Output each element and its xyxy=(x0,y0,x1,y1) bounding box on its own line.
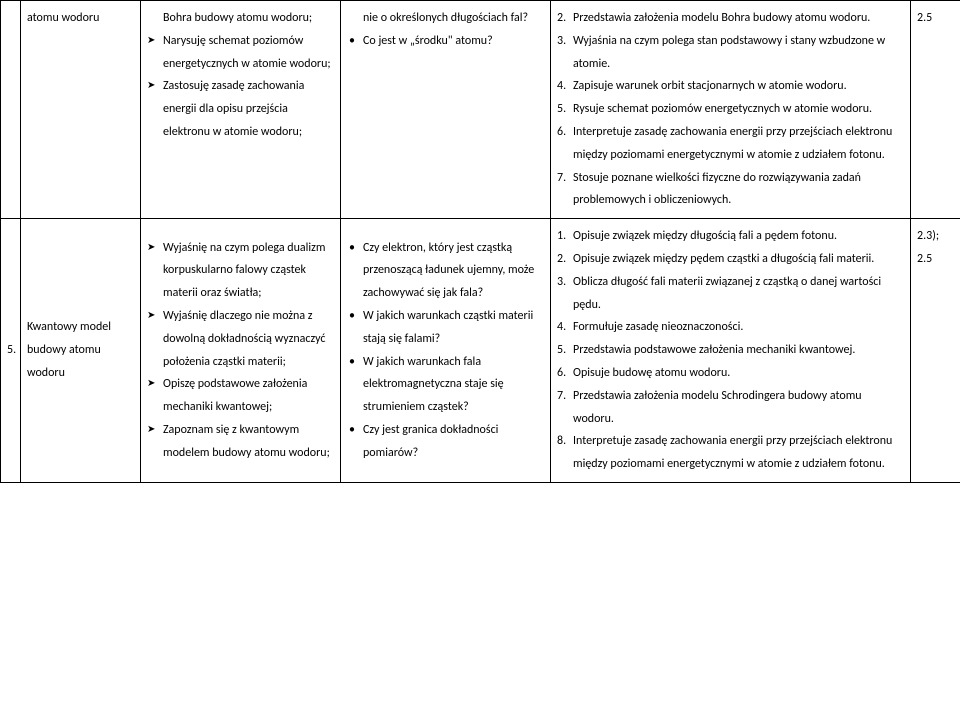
list-item: Czy elektron, który jest cząstką przenos… xyxy=(347,237,544,305)
list-item: 2.Przedstawia założenia modelu Bohra bud… xyxy=(557,7,904,30)
list-item: 4.Formułuje zasadę nieoznaczoności. xyxy=(557,316,904,339)
list-item: 5.Przedstawia podstawowe założenia mecha… xyxy=(557,339,904,362)
list-item: Wyjaśnię dlaczego nie można z dowolną do… xyxy=(147,305,334,373)
list-item: 7.Stosuje poznane wielkości fizyczne do … xyxy=(557,167,904,213)
outcomes-cell: 1.Opisuje związek między długością fali … xyxy=(551,219,911,483)
list-item: Bohra budowy atomu wodoru; xyxy=(147,7,334,30)
list-item: nie o określonych długościach fal? xyxy=(347,7,544,30)
list-item: 5.Rysuje schemat poziomów energetycznych… xyxy=(557,98,904,121)
list-item: 3.Wyjaśnia na czym polega stan podstawow… xyxy=(557,30,904,76)
row-number: 5. xyxy=(1,219,21,483)
topic-cell: Kwantowy model budowy atomu wodoru xyxy=(21,219,141,483)
list-item: Narysuję schemat poziomów energetycznych… xyxy=(147,30,334,76)
table-row: 5. Kwantowy model budowy atomu wodoru Wy… xyxy=(1,219,960,483)
objectives-cell: Wyjaśnię na czym polega dualizm korpusku… xyxy=(141,219,341,483)
list-item: 1.Opisuje związek między długością fali … xyxy=(557,225,904,248)
list-item: W jakich warunkach cząstki materii stają… xyxy=(347,305,544,351)
list-item: Wyjaśnię na czym polega dualizm korpusku… xyxy=(147,237,334,305)
topic-cell: atomu wodoru xyxy=(21,1,141,219)
list-item: 8.Interpretuje zasadę zachowania energii… xyxy=(557,430,904,476)
list-item: Co jest w „środku" atomu? xyxy=(347,30,544,53)
list-item: Czy jest granica dokładności pomiarów? xyxy=(347,419,544,465)
list-item: 2.Opisuje związek między pędem cząstki a… xyxy=(557,248,904,271)
row-number xyxy=(1,1,21,219)
list-item: 6.Interpretuje zasadę zachowania energii… xyxy=(557,121,904,167)
ref-item: 2.3); xyxy=(917,225,954,248)
refs-cell: 2.5 xyxy=(911,1,960,219)
list-item: Zastosuję zasadę zachowania energii dla … xyxy=(147,75,334,143)
list-item: 4.Zapisuje warunek orbit stacjonarnych w… xyxy=(557,75,904,98)
curriculum-table: atomu wodoru Bohra budowy atomu wodoru; … xyxy=(0,0,960,483)
ref-item: 2.5 xyxy=(917,248,954,271)
outcomes-cell: 2.Przedstawia założenia modelu Bohra bud… xyxy=(551,1,911,219)
objectives-cell: Bohra budowy atomu wodoru; Narysuję sche… xyxy=(141,1,341,219)
list-item: 3.Oblicza długość fali materii związanej… xyxy=(557,271,904,317)
list-item: 7.Przedstawia założenia modelu Schroding… xyxy=(557,385,904,431)
table-row: atomu wodoru Bohra budowy atomu wodoru; … xyxy=(1,1,960,219)
list-item: 6.Opisuje budowę atomu wodoru. xyxy=(557,362,904,385)
questions-cell: Czy elektron, który jest cząstką przenos… xyxy=(341,219,551,483)
questions-cell: nie o określonych długościach fal? Co je… xyxy=(341,1,551,219)
list-item: Zapoznam się z kwantowym modelem budowy … xyxy=(147,419,334,465)
refs-cell: 2.3); 2.5 xyxy=(911,219,960,483)
ref-item: 2.5 xyxy=(917,7,954,30)
list-item: W jakich warunkach fala elektromagnetycz… xyxy=(347,351,544,419)
list-item: Opiszę podstawowe założenia mechaniki kw… xyxy=(147,373,334,419)
